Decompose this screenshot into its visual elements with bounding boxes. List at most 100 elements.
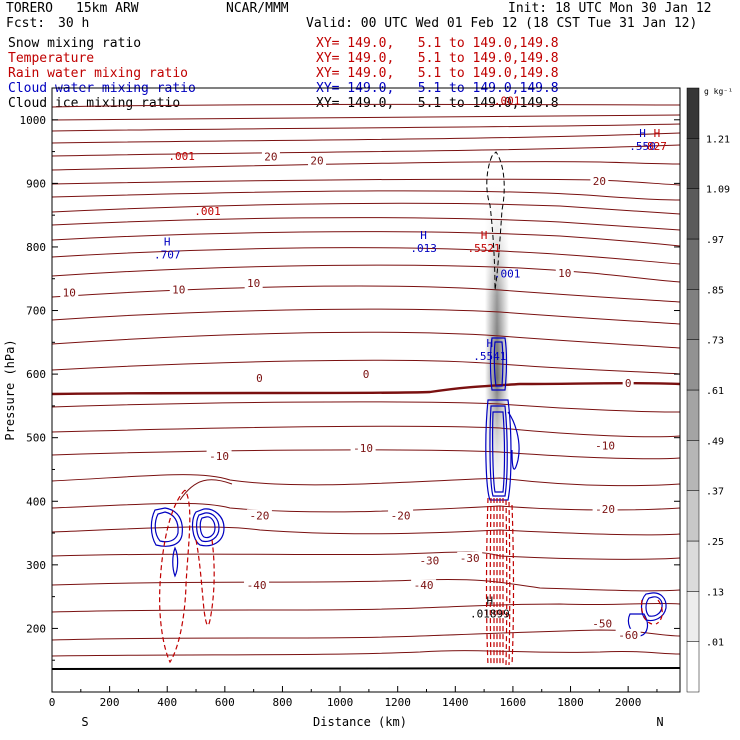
- isotherm-label-bg: [253, 371, 265, 384]
- y-tick-label: 400: [26, 495, 46, 508]
- y-tick-label: 900: [26, 177, 46, 190]
- x-tick-label: 600: [215, 696, 235, 709]
- max-marker-value: .001: [494, 267, 521, 280]
- isotherm-label-bg: [246, 509, 272, 522]
- colorbar-segment: [686, 591, 700, 642]
- x-tick-label: 1200: [384, 696, 411, 709]
- field-xy-temperature: XY= 149.0, 5.1 to 149.0,149.8: [316, 51, 559, 66]
- ground-line: [51, 667, 681, 670]
- y-tick-label: 200: [26, 622, 46, 635]
- cloud-water-contours: [150, 337, 667, 637]
- isotherm-label: 10: [172, 284, 185, 297]
- max-marker-h: H: [481, 229, 488, 242]
- x-end-label-north: N: [656, 715, 663, 729]
- y-axis-label: Pressure (hPa): [3, 339, 17, 440]
- colorbar-label: .73: [706, 336, 724, 347]
- isotherm-label-bg: [416, 554, 442, 567]
- x-tick-label: 0: [49, 696, 56, 709]
- isotherm-label-bg: [622, 377, 634, 390]
- colorbar-label: .25: [706, 537, 724, 548]
- max-marker-value: 827: [647, 140, 667, 153]
- colorbar-segment: [686, 87, 700, 139]
- isotherm-label: 0: [256, 372, 263, 385]
- max-marker-h: H: [654, 127, 661, 140]
- max-marker-value: .001: [168, 150, 195, 163]
- y-tick-label: 500: [26, 432, 46, 445]
- field-name-snow: Snow mixing ratio: [8, 36, 142, 51]
- isotherm-label: -20: [391, 509, 411, 522]
- zero-isotherm: [51, 381, 681, 396]
- colorbar-segment: [686, 641, 700, 693]
- isotherm-label: 10: [247, 277, 260, 290]
- x-tick-label: 800: [273, 696, 293, 709]
- isotherm-label-bg: [592, 439, 618, 452]
- max-marker-h: H: [639, 127, 646, 140]
- colorbar-segment: [686, 440, 700, 491]
- isotherm-label: 10: [558, 267, 571, 280]
- field-name-temperature: Temperature: [8, 51, 95, 66]
- model-resolution: 15km ARW: [76, 1, 139, 16]
- max-marker-value: .01899: [470, 608, 510, 621]
- x-end-label-south: S: [81, 715, 88, 729]
- colorbar-segment: [686, 188, 700, 240]
- field-name-rain: Rain water mixing ratio: [8, 66, 189, 81]
- y-tick-label: 800: [26, 241, 46, 254]
- x-tick-label: 2000: [615, 696, 642, 709]
- isotherm-label: -20: [595, 503, 615, 516]
- x-tick-label: 200: [100, 696, 120, 709]
- isotherm-label: -20: [249, 509, 269, 522]
- max-marker-value: .001: [494, 94, 521, 107]
- max-marker-value: .001: [194, 205, 221, 218]
- colorbar-segment: [686, 138, 700, 189]
- isotherm-label-bg: [308, 154, 327, 167]
- max-marker-value: .550: [629, 140, 656, 153]
- isotherm-label-bg: [457, 551, 483, 564]
- isotherm-label: -30: [460, 552, 480, 565]
- max-marker-value: .707: [154, 248, 181, 261]
- max-marker-value: .013: [410, 242, 437, 255]
- x-tick-label: 1400: [442, 696, 469, 709]
- field-name-cloud-ice: Cloud ice mixing ratio: [8, 96, 181, 111]
- isotherm-label: -10: [209, 450, 229, 463]
- colorbar-segment: [686, 289, 700, 340]
- isotherm-label-bg: [411, 579, 437, 592]
- isotherm-label: -50: [592, 617, 612, 630]
- isotherm-label-bg: [360, 368, 372, 381]
- plot-frame: [51, 87, 681, 693]
- isotherm-label-bg: [590, 174, 609, 187]
- colorbar-label: .49: [706, 436, 724, 447]
- x-tick-label: 1800: [557, 696, 584, 709]
- isotherm-label: 0: [625, 377, 632, 390]
- isotherm-label: 0: [363, 368, 370, 381]
- organization: NCAR/MMM: [226, 1, 289, 16]
- isotherm-label: 20: [310, 154, 323, 167]
- isotherms: [51, 103, 681, 657]
- field-xy-snow: XY= 149.0, 5.1 to 149.0,149.8: [316, 36, 559, 51]
- cloud-ice-contour: [486, 151, 505, 291]
- x-tick-label: 400: [157, 696, 177, 709]
- isotherm-label-bg: [350, 441, 376, 454]
- y-tick-label: 700: [26, 305, 46, 318]
- max-marker-value: .5521: [468, 242, 501, 255]
- forecast-label: Fcst:: [6, 16, 46, 31]
- colorbar-label: .01: [706, 638, 724, 649]
- y-tick-label: 600: [26, 368, 46, 381]
- isotherm-label-bg: [388, 509, 414, 522]
- colorbar-segment: [686, 490, 700, 542]
- isotherm-label-bg: [615, 628, 641, 641]
- model-name: TORERO: [6, 1, 53, 16]
- max-marker-h: H: [420, 229, 427, 242]
- colorbar-label: .97: [706, 235, 724, 246]
- y-tick-label: 300: [26, 559, 46, 572]
- colorbar-units: g kg⁻¹: [704, 87, 733, 96]
- terrain-bump: [179, 479, 233, 501]
- isotherm-label: 20: [264, 151, 277, 164]
- colorbar-segment: [686, 238, 700, 290]
- colorbar-label: 1.09: [706, 185, 730, 196]
- isotherm-label: -40: [247, 579, 267, 592]
- colorbar-label: .61: [706, 386, 724, 397]
- forecast-hours: 30 h: [58, 16, 90, 31]
- init-time: Init: 18 UTC Mon 30 Jan 12: [508, 1, 712, 16]
